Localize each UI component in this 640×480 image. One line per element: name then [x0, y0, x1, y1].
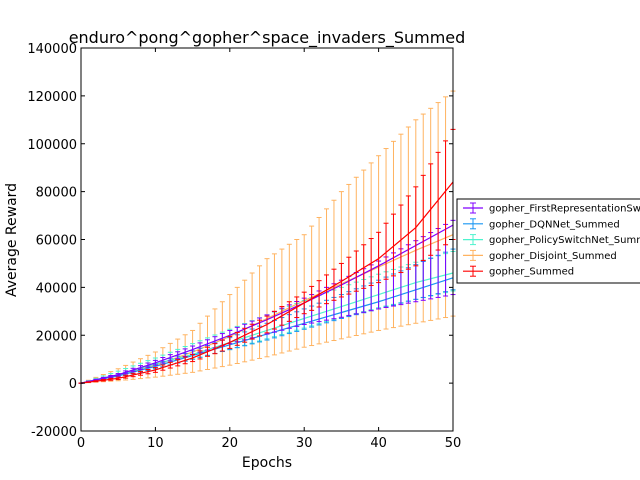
series-gopher_Summed [78, 128, 456, 384]
y-tick-label: -20000 [31, 425, 77, 440]
axes-layer: 0 10 20 30 40 50-2000002000040000600008000010… [27, 42, 461, 451]
legend-box [456, 198, 640, 284]
legend-entry: gopher_DQNNet_Summed [463, 218, 620, 230]
legend-label: gopher_DQNNet_Summed [489, 219, 620, 230]
y-axis-label: Average Reward [4, 183, 20, 297]
x-tick-label: 40 [370, 436, 387, 451]
legend-label: gopher_Disjoint_Summed [489, 251, 617, 262]
legend-entry: gopher_FirstRepresentationSwitch_Summed [463, 202, 640, 215]
legend-label: gopher_PolicySwitchNet_Summed [489, 235, 640, 246]
legend: gopher_FirstRepresentationSwitch_Summedg… [456, 198, 640, 284]
y-tick-label: 20000 [36, 329, 77, 344]
x-tick-label: 10 [147, 436, 164, 451]
x-tick-label: 0 [77, 436, 85, 451]
legend-label: gopher_Summed [489, 267, 574, 278]
legend-entry: gopher_Summed [463, 265, 574, 278]
plot-area [80, 47, 454, 432]
x-axis-label: Epochs [242, 455, 292, 471]
y-tick-label: 40000 [36, 281, 77, 296]
x-tick-label: 50 [445, 436, 462, 451]
legend-label: gopher_FirstRepresentationSwitch_Summed [489, 204, 640, 215]
y-tick-label: 100000 [27, 138, 77, 153]
y-tick-label: 0 [69, 377, 77, 392]
chart-title: enduro^pong^gopher^space_invaders_Summed [69, 28, 466, 48]
legend-entry: gopher_PolicySwitchNet_Summed [463, 234, 640, 246]
y-tick-label: 120000 [27, 90, 77, 105]
y-tick-label: 60000 [36, 234, 77, 249]
x-tick-label: 30 [296, 436, 313, 451]
x-tick-label: 20 [222, 436, 239, 451]
y-tick-label: 80000 [36, 186, 77, 201]
series-layer [78, 90, 456, 384]
series-line [80, 181, 454, 384]
legend-entry: gopher_Disjoint_Summed [463, 249, 617, 262]
y-tick-label: 140000 [27, 42, 77, 57]
